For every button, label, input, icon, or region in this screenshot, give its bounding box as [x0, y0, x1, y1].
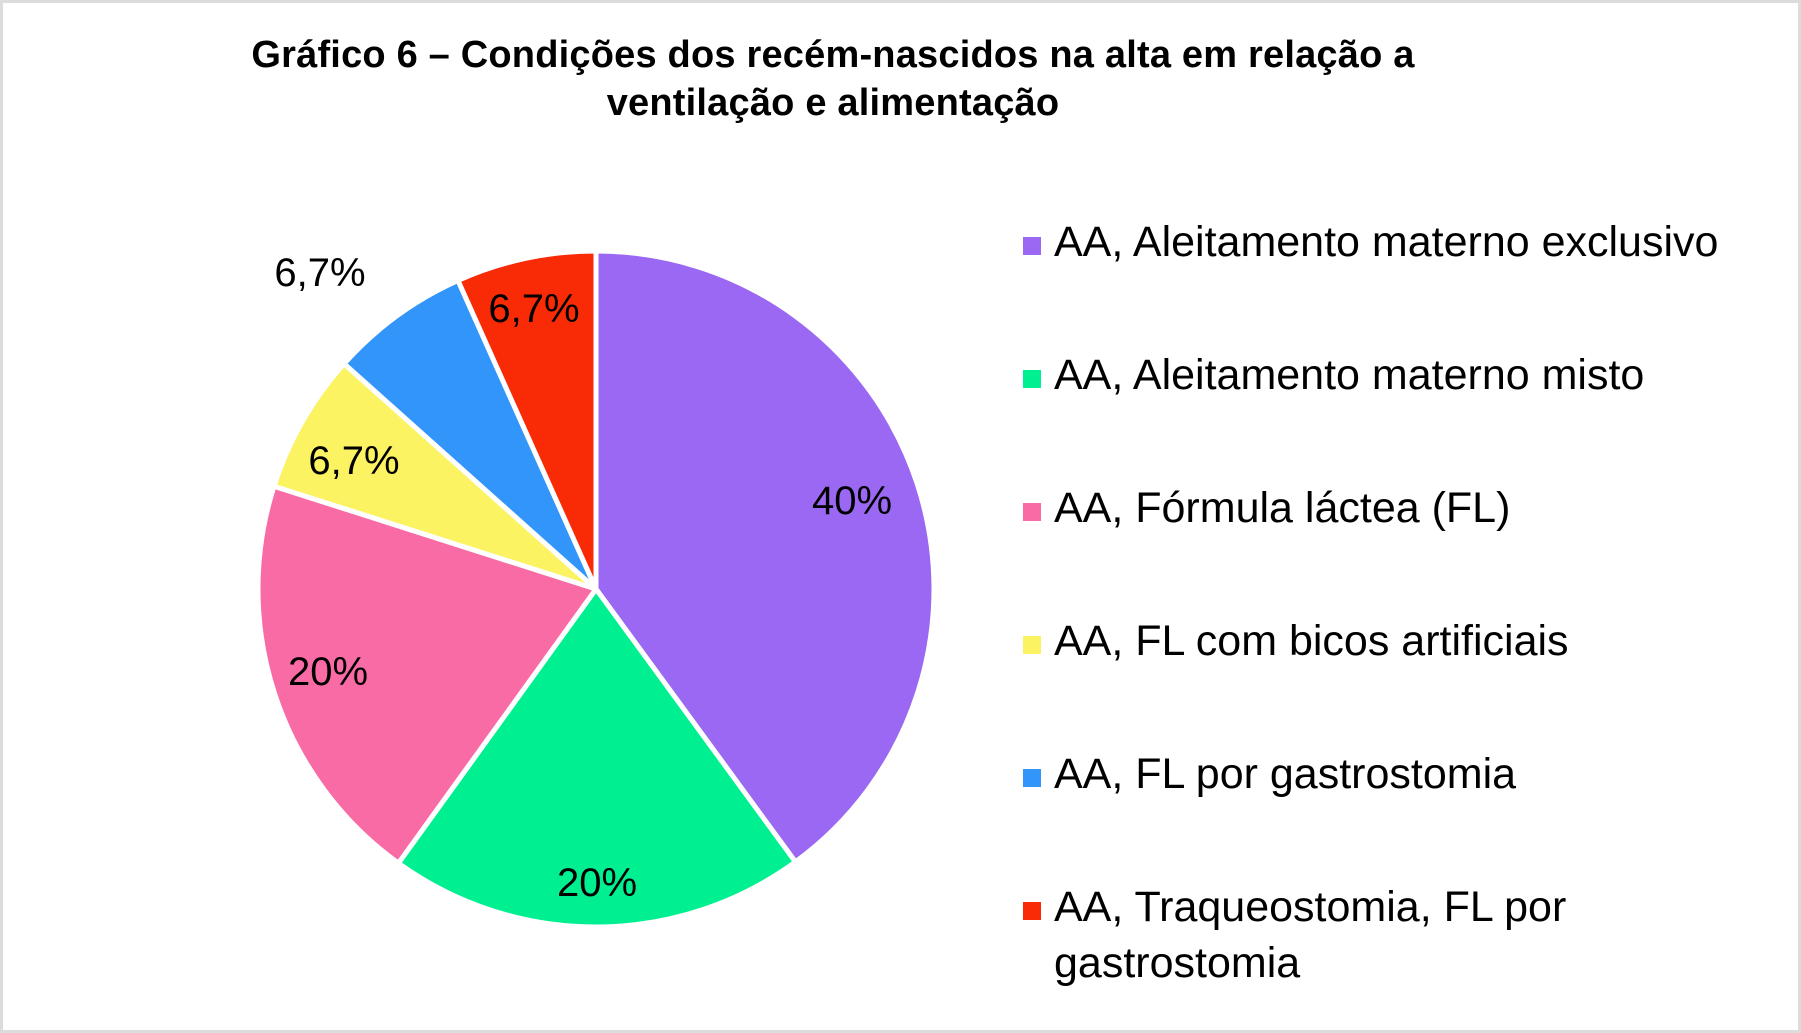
legend-label: AA, Aleitamento materno exclusivo	[1054, 218, 1719, 266]
chart-title: Gráfico 6 – Condições dos recém-nascidos…	[208, 31, 1458, 127]
legend-marker	[1023, 636, 1041, 654]
legend-item: AA, Traqueostomia, FL por gastrostomia	[1023, 879, 1798, 991]
pie-data-label: 6,7%	[274, 251, 365, 295]
chart-title-line-2: ventilação e alimentação	[606, 82, 1060, 124]
pie-slice	[455, 248, 599, 592]
legend-marker	[1023, 237, 1041, 255]
pie-slice	[271, 361, 599, 592]
legend-label: AA, Traqueostomia, FL por gastrostomia	[1054, 883, 1567, 987]
legend-label: AA, Fórmula láctea (FL)	[1054, 484, 1511, 532]
legend-label: AA, FL com bicos artificiais	[1054, 617, 1569, 665]
legend-marker	[1023, 769, 1041, 787]
legend-item: AA, Aleitamento materno misto	[1023, 347, 1798, 403]
legend: AA, Aleitamento materno exclusivo AA, Ale…	[1023, 3, 1798, 1030]
chart-title-line-1: Gráfico 6 – Condições dos recém-nascidos…	[251, 34, 1415, 76]
legend-marker	[1023, 503, 1041, 521]
legend-item: AA, Aleitamento materno exclusivo	[1023, 214, 1798, 270]
pie-data-label: 6,7%	[488, 287, 579, 331]
legend-item: AA, FL por gastrostomia	[1023, 746, 1798, 802]
legend-marker	[1023, 370, 1041, 388]
pie-data-label: 40%	[812, 479, 892, 523]
pie-data-label: 6,7%	[308, 439, 399, 483]
legend-label: AA, Aleitamento materno misto	[1054, 351, 1645, 399]
pie-data-label: 20%	[557, 861, 637, 905]
pie-slice	[593, 248, 937, 865]
pie-slice	[395, 586, 798, 930]
pie-slice	[341, 278, 599, 592]
legend-item: AA, FL com bicos artificiais	[1023, 613, 1798, 669]
legend-label: AA, FL por gastrostomia	[1054, 750, 1517, 798]
pie-data-label: 20%	[288, 650, 368, 694]
legend-marker	[1023, 902, 1041, 920]
pie-slice	[255, 483, 599, 866]
legend-item: AA, Fórmula láctea (FL)	[1023, 480, 1798, 536]
pie-chart: 40% 20% 20% 6,7% 6,7% 6,7%	[255, 248, 937, 930]
